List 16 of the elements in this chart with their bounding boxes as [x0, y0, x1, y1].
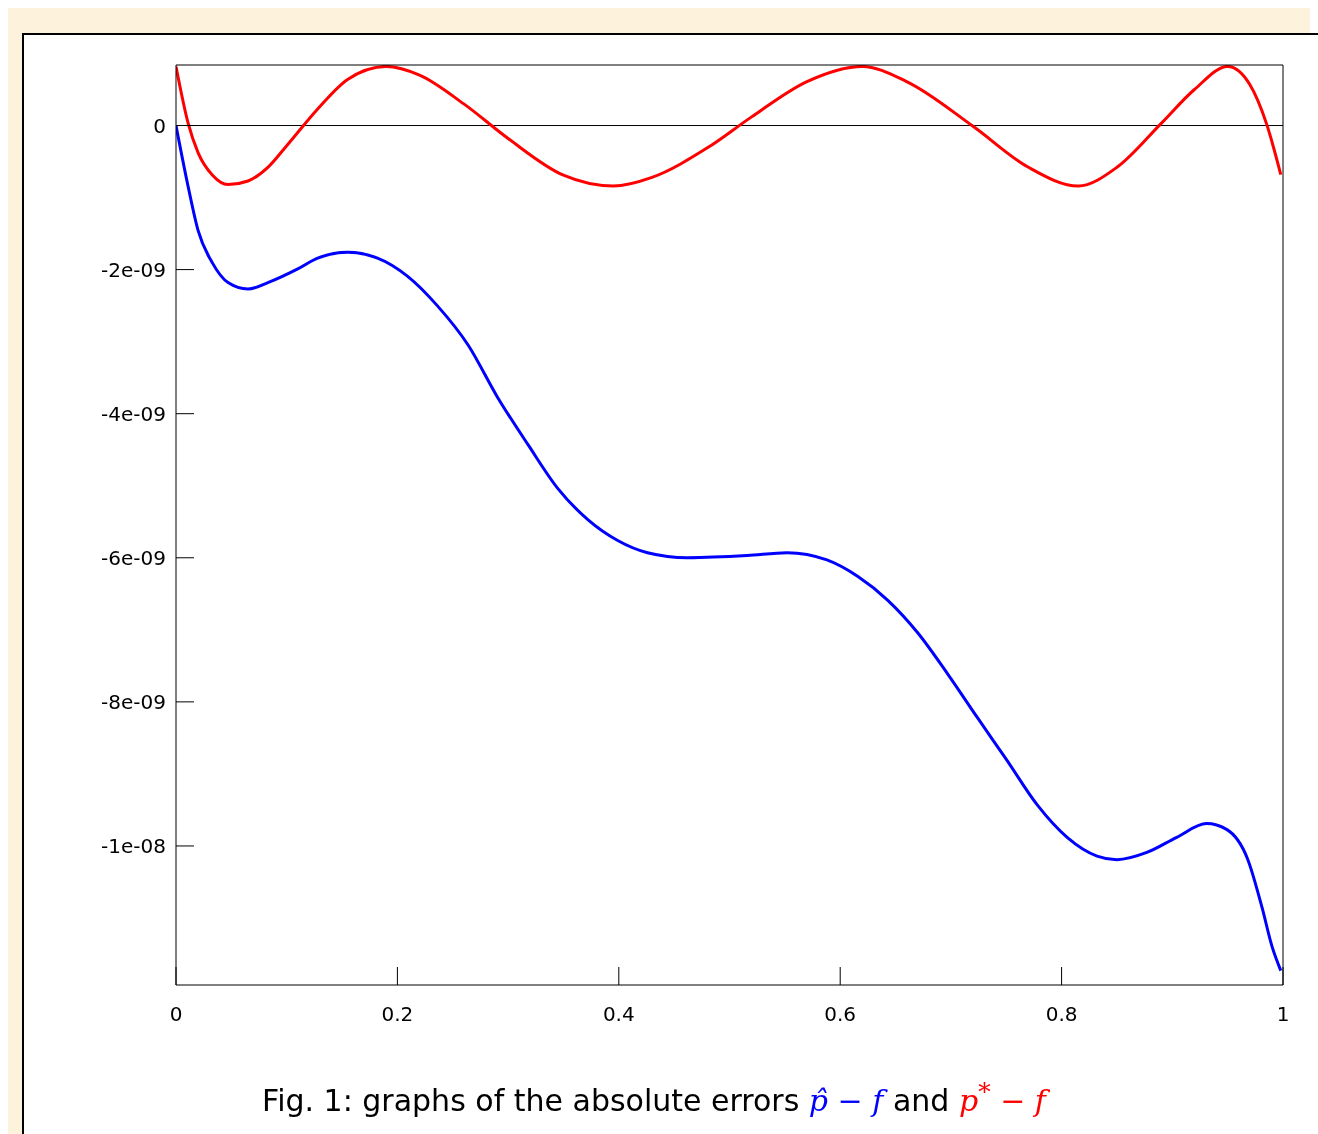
x-tick-label: 0.6: [824, 1002, 857, 1027]
y-tick-label: -8e-09: [101, 689, 166, 714]
x-tick-label: 0: [169, 1002, 183, 1027]
y-tick-label: -1e-08: [101, 834, 166, 859]
x-tick-label: 0.8: [1045, 1002, 1078, 1027]
x-tick-label: 0.2: [381, 1002, 414, 1027]
x-tick-label: 1: [1276, 1002, 1290, 1027]
text: and: [892, 1083, 951, 1118]
y-tick-label: 0: [153, 113, 166, 138]
x-tick-label: 0.4: [602, 1002, 635, 1027]
line-series: [176, 124, 1283, 973]
y-tick-label: -6e-09: [101, 545, 166, 570]
y-tick-label: -4e-09: [101, 401, 166, 426]
y-tick-label: -2e-09: [101, 257, 166, 282]
caption: Fig. 1: graphs of the absolute errors: [262, 1083, 801, 1118]
text: p̂ − f: [808, 1083, 889, 1118]
